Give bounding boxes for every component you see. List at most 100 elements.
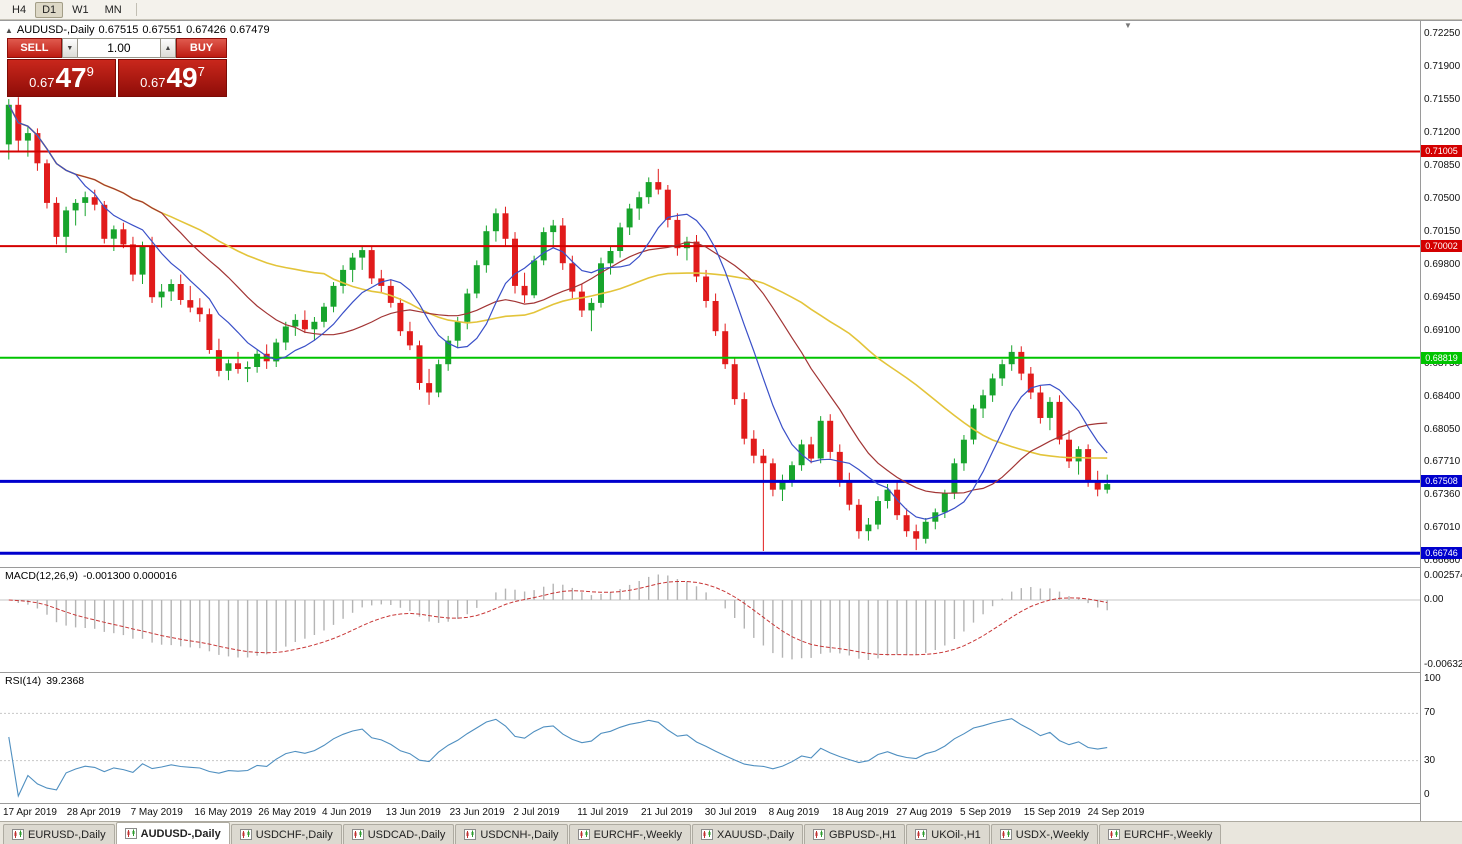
- candle-body: [292, 319, 299, 327]
- candle-body: [492, 213, 499, 232]
- chart-tab-usdx-weekly[interactable]: USDX-,Weekly: [990, 824, 1098, 844]
- rsi-label: RSI(14) 39.2368: [5, 675, 89, 687]
- toolbar-separator: [135, 3, 137, 16]
- candle-body: [578, 291, 585, 311]
- chart-icon: [999, 829, 1012, 840]
- chart-tab-eurchf-weekly[interactable]: EURCHF-,Weekly: [1098, 824, 1222, 844]
- chart-icon: [124, 828, 137, 839]
- candle-body: [282, 326, 289, 343]
- candle-body: [34, 133, 41, 164]
- volume-decrease-button[interactable]: ▼: [61, 38, 78, 58]
- pane-separator[interactable]: [0, 567, 1462, 568]
- rsi-pane[interactable]: RSI(14) 39.2368: [0, 673, 1420, 803]
- scale-label: 0.66660: [1424, 555, 1461, 566]
- chart-tab-xauusd-daily[interactable]: XAUUSD-,Daily: [691, 824, 803, 844]
- candle-body: [139, 246, 146, 275]
- macd-name: MACD(12,26,9): [5, 570, 78, 582]
- price-line-tag: 0.68819: [1421, 352, 1462, 364]
- sell-button[interactable]: SELL: [7, 38, 62, 58]
- candle-body: [311, 321, 318, 330]
- candle-body: [521, 285, 528, 296]
- price-pane[interactable]: ▲ AUDUSD-,Daily 0.67515 0.67551 0.67426 0.674…: [0, 21, 1420, 567]
- buy-button[interactable]: BUY: [176, 38, 227, 58]
- chart-tab-ukoil-h1[interactable]: UKOil-,H1: [906, 824, 990, 844]
- scroll-anchor-icon[interactable]: ▼: [1124, 21, 1132, 30]
- candle-body: [44, 163, 50, 203]
- candle-body: [960, 439, 967, 464]
- scale-label: 0.69100: [1424, 325, 1461, 336]
- chart-window: ▲ AUDUSD-,Daily 0.67515 0.67551 0.67426 0.674…: [0, 20, 1462, 823]
- chart-symbol: AUDUSD-,Daily: [16, 24, 95, 36]
- bar-high: 0.67551: [142, 24, 183, 36]
- candle-body: [712, 301, 719, 332]
- date-label: 8 Aug 2019: [768, 807, 820, 818]
- candle-body: [502, 213, 509, 239]
- candle-body: [884, 489, 891, 501]
- chart-icon: [700, 829, 713, 840]
- scale-label: -0.0063260: [1424, 659, 1462, 670]
- pane-separator[interactable]: [0, 672, 1462, 673]
- chart-tab-eurusd-daily[interactable]: EURUSD-,Daily: [3, 824, 115, 844]
- candle-body: [206, 314, 213, 350]
- chart-icon: [351, 829, 364, 840]
- macd-canvas[interactable]: [0, 568, 1420, 672]
- ma-mid-line: [8, 104, 1108, 494]
- candle-body: [368, 250, 375, 279]
- candle-body: [1056, 401, 1063, 440]
- tab-label: USDCNH-,Daily: [480, 828, 559, 841]
- timeframe-button-d1[interactable]: D1: [35, 1, 64, 18]
- price-line-tag: 0.70002: [1421, 240, 1462, 252]
- buy-price-tile[interactable]: 0.67 49 7: [118, 59, 227, 97]
- sell-price-pips: 47: [55, 62, 87, 93]
- ma-slow-line: [8, 104, 1108, 459]
- timeframe-button-h4[interactable]: H4: [12, 3, 27, 16]
- candle-body: [779, 480, 786, 490]
- candle-body: [1075, 449, 1082, 462]
- rsi-canvas[interactable]: [0, 673, 1420, 803]
- time-axis[interactable]: 17 Apr 2019 28 Apr 2019 7 May 2019 16 May 2…: [0, 804, 1420, 823]
- candle-body: [827, 420, 834, 452]
- chart-tab-audusd-daily[interactable]: AUDUSD-,Daily: [115, 822, 230, 844]
- rsi-value: 39.2368: [46, 675, 85, 687]
- candle-body: [1046, 401, 1053, 418]
- candle-body: [387, 285, 394, 303]
- candle-body: [999, 364, 1006, 379]
- sell-price-tile[interactable]: 0.67 47 9: [7, 59, 116, 97]
- scale-label: 0.70500: [1424, 193, 1461, 204]
- candle-body: [989, 378, 996, 396]
- chart-icon: [915, 829, 928, 840]
- chart-tab-usdcad-daily[interactable]: USDCAD-,Daily: [342, 824, 455, 844]
- chart-tab-eurchf-weekly[interactable]: EURCHF-,Weekly: [568, 824, 691, 844]
- volume-increase-button[interactable]: ▲: [159, 38, 176, 58]
- date-label: 7 May 2019: [130, 807, 183, 818]
- date-label: 18 Aug 2019: [832, 807, 889, 818]
- volume-input[interactable]: [77, 38, 160, 58]
- macd-pane[interactable]: MACD(12,26,9) -0.001300 0.000016: [0, 568, 1420, 672]
- price-line-tag: 0.66746: [1421, 547, 1462, 559]
- chart-tab-usdcnh-daily[interactable]: USDCNH-,Daily: [455, 824, 568, 844]
- candle-body: [445, 340, 452, 365]
- candle-body: [91, 197, 98, 205]
- bar-open: 0.67515: [98, 24, 139, 36]
- candle-body: [244, 367, 251, 369]
- candle-body: [865, 524, 872, 532]
- timeframe-button-w1[interactable]: W1: [72, 3, 89, 16]
- candle-body: [970, 408, 977, 440]
- candle-body: [301, 319, 308, 330]
- chart-tab-usdchf-daily[interactable]: USDCHF-,Daily: [230, 824, 342, 844]
- one-click-collapse-arrow[interactable]: ▲: [5, 26, 13, 35]
- candle-body: [330, 285, 337, 307]
- macd-label: MACD(12,26,9) -0.001300 0.000016: [5, 570, 182, 582]
- candle-body: [550, 225, 557, 233]
- date-label: 16 May 2019: [194, 807, 253, 818]
- tab-label: XAUUSD-,Daily: [716, 828, 794, 841]
- chart-tab-gbpusd-h1[interactable]: GBPUSD-,H1: [804, 824, 906, 844]
- date-label: 24 Sep 2019: [1087, 807, 1145, 818]
- timeframe-button-mn[interactable]: MN: [104, 3, 122, 16]
- tab-label: GBPUSD-,H1: [829, 828, 897, 841]
- candle-body: [855, 504, 862, 532]
- scale-label: 0.70150: [1424, 226, 1461, 237]
- price-chart-canvas[interactable]: [0, 21, 1420, 567]
- price-scale[interactable]: 0.72250 0.71900 0.71550 0.71200 0.70850 0.705…: [1420, 21, 1462, 823]
